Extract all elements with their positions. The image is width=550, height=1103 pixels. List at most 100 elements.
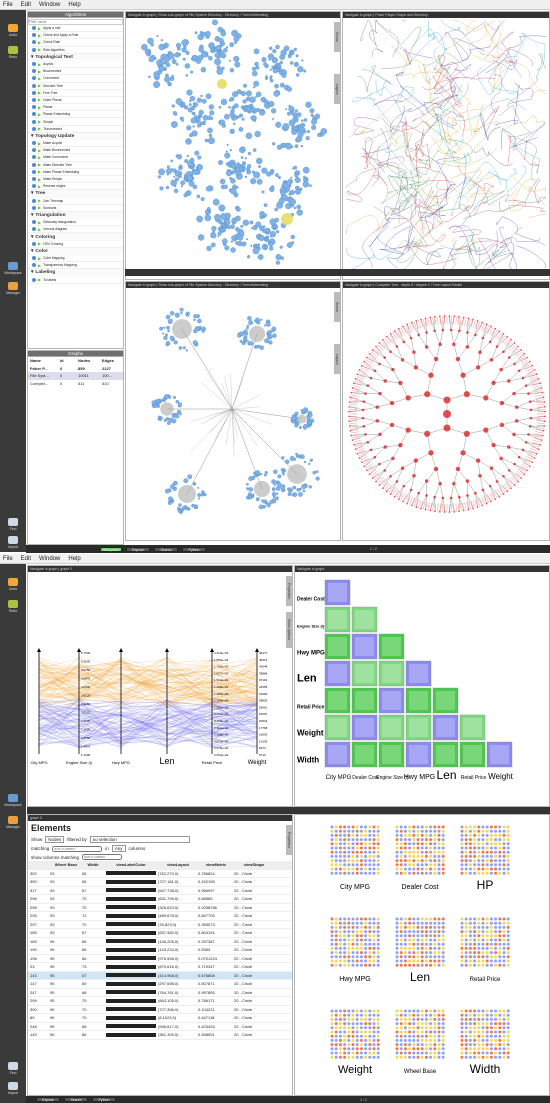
parallel-coordinates-view[interactable]: Navigate in graph | graph 0 City MPG Engi… (27, 565, 293, 807)
run-icon[interactable]: ▶ (38, 154, 42, 160)
run-icon[interactable]: ▶ (38, 111, 42, 117)
scatter-cell[interactable] (351, 714, 378, 741)
algorithm-item[interactable]: ▶ Make Planar Embedding (28, 169, 123, 176)
view-filesystem-bubble[interactable]: Navigate in graph | Show sub-graph of Fi… (125, 11, 341, 280)
scatter-cell[interactable] (351, 606, 378, 633)
manager-button[interactable]: Manager (2, 816, 24, 829)
algorithm-item[interactable]: ▶ Apply a rule (28, 25, 123, 33)
info-icon[interactable] (32, 47, 36, 52)
info-icon[interactable] (32, 33, 36, 38)
python-button[interactable]: Python (92, 1097, 116, 1102)
algorithm-category[interactable]: ▾ Topological Test (28, 53, 123, 61)
scatter-cell[interactable] (405, 741, 432, 768)
graph-row[interactable]: File Syst... 0 10011 100... (28, 372, 123, 380)
info-icon[interactable] (32, 256, 36, 261)
algorithm-item[interactable]: ▶ Rule Algorithm (28, 47, 123, 54)
info-icon[interactable] (32, 241, 36, 246)
info-icon[interactable] (32, 155, 36, 160)
parallel-coordinates-canvas[interactable]: City MPG Engine Size (l) Hwy MPG Len Retail … (29, 574, 285, 804)
info-icon[interactable] (32, 148, 36, 153)
algorithm-item[interactable]: ▶ Gen Treemap (28, 198, 123, 205)
algorithm-item[interactable]: ▶ Triconnected (28, 126, 123, 133)
algorithm-item[interactable]: ▶ Free Tree (28, 90, 123, 97)
scatter-cell[interactable] (432, 687, 459, 714)
algorithm-item[interactable]: ▶ To labels (28, 277, 123, 284)
info-icon[interactable] (32, 62, 36, 67)
algorithm-item[interactable]: ▶ Make Simple (28, 176, 123, 184)
table-row[interactable]: 185 93 67 (637,982,0) 0.804101 20 - Circle (28, 929, 292, 938)
run-icon[interactable]: ▶ (38, 83, 42, 89)
run-icon[interactable]: ▶ (38, 162, 42, 168)
table-row[interactable]: 149 96 66 (361,309,0) 0.458901 20 - Circle (28, 1031, 292, 1040)
run-icon[interactable]: ▶ (38, 147, 42, 153)
view-toolbar[interactable]: Navigate in graph (295, 566, 549, 572)
info-icon[interactable] (32, 263, 36, 268)
algorithm-item[interactable]: ▶ Delaunay triangulation (28, 219, 123, 227)
menu-edit[interactable]: Edit (20, 556, 32, 562)
run-icon[interactable]: ▶ (38, 25, 42, 31)
scatter-cell[interactable] (378, 741, 405, 768)
algorithm-item[interactable]: ▶ Simple (28, 118, 123, 126)
tree-bubble-canvas[interactable] (127, 289, 333, 539)
table-row[interactable]: 300 95 70 (727,396,0) 0.104221 20 - Circle (28, 1006, 292, 1014)
menu-edit[interactable]: Edit (20, 2, 32, 8)
scatter-cell[interactable] (324, 687, 351, 714)
info-icon[interactable] (32, 162, 36, 167)
info-icon[interactable] (32, 169, 36, 174)
algorithm-item[interactable]: ▶ Transparency Mapping (28, 262, 123, 270)
in-select[interactable]: Any (111, 845, 126, 852)
scatter-cell[interactable] (351, 687, 378, 714)
scatter-cell[interactable] (324, 741, 351, 768)
view-filesystem-tree[interactable]: Navigate in graph | Show sub-graph of Fi… (125, 281, 341, 541)
menu-file[interactable]: File (3, 556, 13, 562)
algorithm-item[interactable]: ▶ Sunburst (28, 205, 123, 212)
algorithm-item[interactable]: ▶ Make Biconnected (28, 147, 123, 155)
scene-tab[interactable]: Scene (334, 22, 340, 52)
import-button[interactable]: Import (2, 1082, 24, 1095)
scatter-cell[interactable] (405, 714, 432, 741)
redo-button[interactable]: Redo (2, 46, 24, 59)
info-icon[interactable] (32, 198, 36, 203)
workspace-button[interactable]: Workspace (2, 794, 24, 807)
menu-help[interactable]: Help (68, 556, 81, 562)
info-icon[interactable] (32, 220, 36, 225)
scatter-cell[interactable] (324, 606, 351, 633)
import-button[interactable]: Import (2, 536, 24, 549)
table-row[interactable]: 298 93 70 (326,623,0) 0.0258766 20 - Circle (28, 904, 292, 912)
view-radial-tree[interactable]: Navigate in graph | Complete Tree - dept… (342, 281, 550, 541)
view-toolbar[interactable]: Navigate in graph | graph 0 (28, 566, 292, 572)
run-icon[interactable]: ▶ (38, 226, 42, 232)
menu-file[interactable]: File (3, 2, 13, 8)
table-row[interactable]: 295 93 72 (489,678,0) 0.847705 20 - Circle (28, 912, 292, 921)
run-icon[interactable]: ▶ (38, 183, 42, 189)
elements-view[interactable]: graph 0 Elements Show Nodes filtered by … (27, 814, 293, 1096)
table-row[interactable]: 89 95 70 (8,1023,0) 0.447118 20 - Circle (28, 1014, 292, 1023)
algorithm-category[interactable]: ▾ Coloring (28, 233, 123, 241)
show-options-tab[interactable]: Show options (286, 612, 292, 648)
table-row[interactable]: 147 95 69 (297,698,0) 0.507871 20 - Circle (28, 980, 292, 989)
scatter-cell[interactable] (486, 741, 513, 768)
algorithm-item[interactable]: ▶ Make Connected (28, 154, 123, 162)
run-icon[interactable]: ▶ (38, 90, 42, 96)
undo-button[interactable]: Undo (2, 24, 24, 37)
filter-select[interactable]: no selection (89, 836, 190, 843)
scatter-cell[interactable] (351, 741, 378, 768)
run-icon[interactable]: ▶ (38, 140, 42, 146)
algorithm-item[interactable]: ▶ Planar Embedding (28, 111, 123, 119)
scatter-cell[interactable] (405, 687, 432, 714)
view-toolbar[interactable]: Navigate in graph | Show sub-graph of Fi… (126, 282, 340, 288)
run-icon[interactable]: ▶ (38, 47, 42, 53)
run-icon[interactable]: ▶ (38, 126, 42, 132)
algorithm-item[interactable]: ▶ Outer Planar (28, 97, 123, 105)
run-icon[interactable]: ▶ (38, 68, 42, 74)
scatter-cell[interactable] (459, 714, 486, 741)
info-icon[interactable] (32, 126, 36, 131)
table-row[interactable]: 248 95 68 (936,617,0) 0.423433 20 - Circle (28, 1023, 292, 1031)
view-poker-player[interactable]: Navigate in graph | Poker Player Graph a… (342, 11, 550, 280)
python-button[interactable]: Python (182, 546, 206, 552)
algorithm-item[interactable]: ▶ Reverse edges (28, 183, 123, 191)
table-row[interactable]: 198 95 66 (976,558,0) 0.0701224 20 - Circle (28, 955, 292, 963)
redo-button[interactable]: Redo (2, 600, 24, 613)
